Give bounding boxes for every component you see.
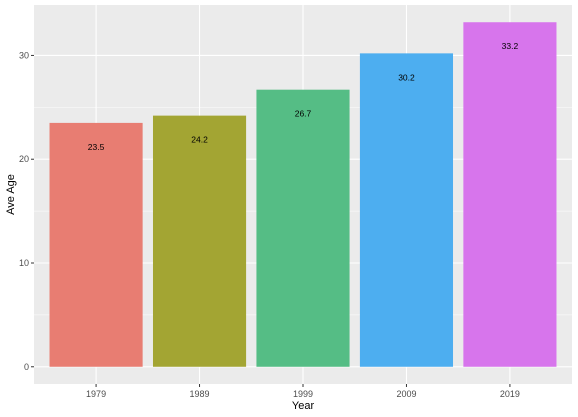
bar-1979	[49, 122, 143, 367]
x-tick-label: 1999	[293, 389, 313, 399]
y-tick-label: 20	[19, 154, 29, 164]
data-label-2019: 33.2	[502, 41, 519, 51]
y-tick-label: 30	[19, 50, 29, 60]
x-axis-ticks: 1979 1989 1999 2009 2019	[86, 384, 520, 399]
x-tick-label: 1989	[190, 389, 210, 399]
x-tick-label: 2019	[500, 389, 520, 399]
data-label-1979: 23.5	[88, 142, 105, 152]
bar-2009	[359, 53, 454, 367]
x-axis-title: Year	[292, 400, 315, 412]
data-label-2009: 30.2	[398, 72, 415, 82]
x-tick-label: 1979	[86, 389, 106, 399]
y-axis-title: Ave Age	[5, 174, 17, 215]
bars	[49, 22, 557, 367]
data-label-1989: 24.2	[191, 135, 208, 145]
y-axis-ticks: 0 10 20 30	[19, 50, 34, 372]
y-tick-label: 10	[19, 258, 29, 268]
bar-2019	[463, 22, 557, 367]
data-labels: 23.5 24.2 26.7 30.2 33.2	[88, 41, 519, 152]
data-label-1999: 26.7	[295, 109, 312, 119]
bar-1989	[152, 115, 247, 367]
x-tick-label: 2009	[396, 389, 416, 399]
bar-1999	[256, 89, 350, 367]
y-tick-label: 0	[24, 362, 29, 372]
